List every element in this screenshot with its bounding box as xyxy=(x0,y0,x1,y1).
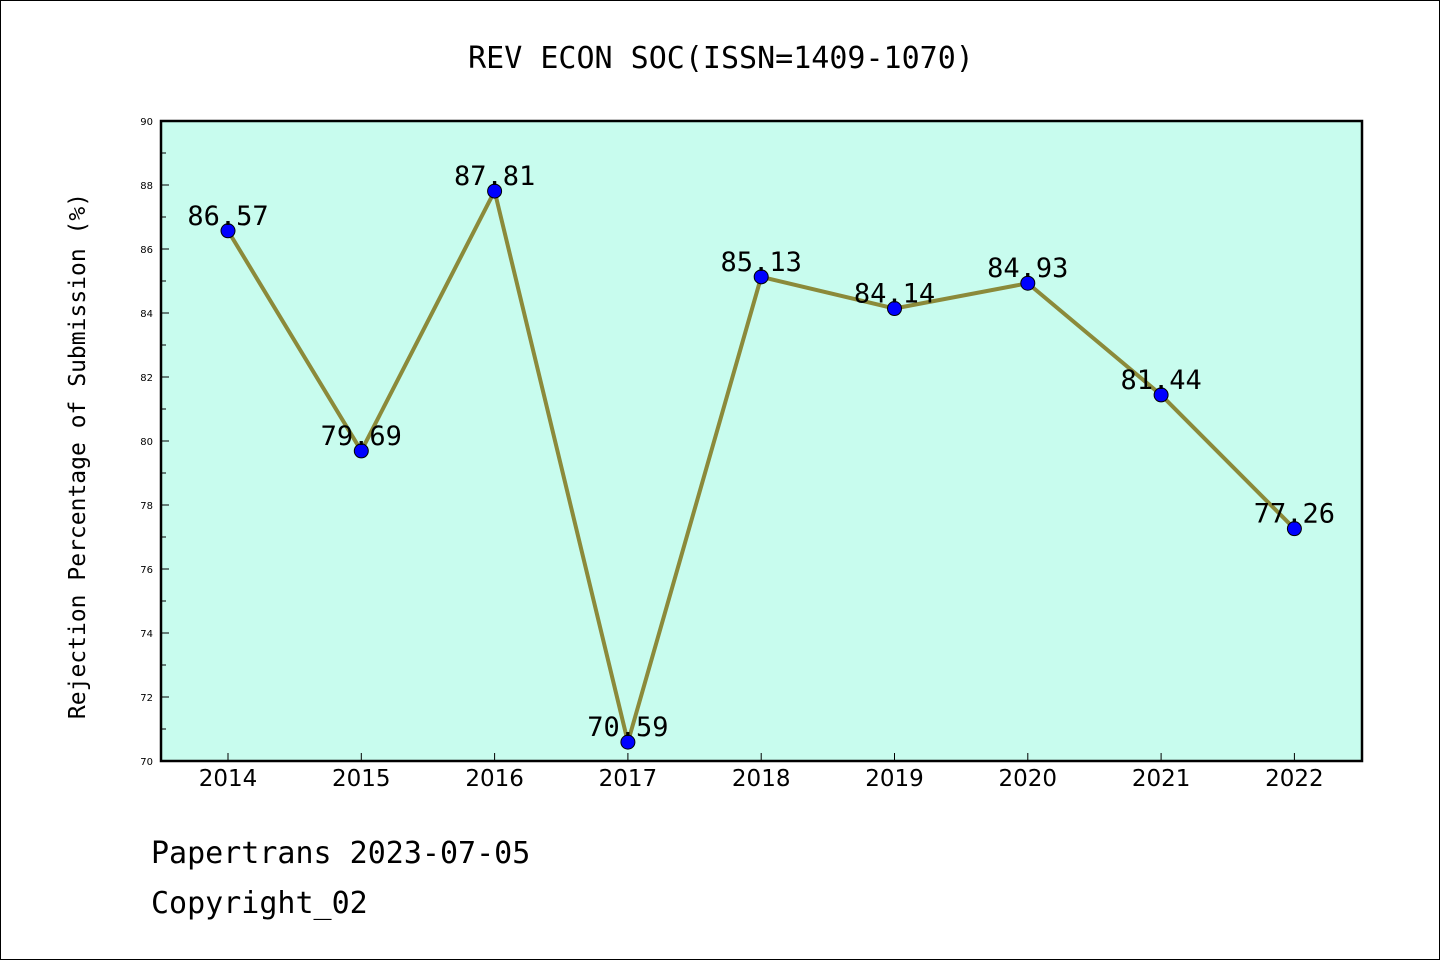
y-tick-label: 72 xyxy=(140,693,153,704)
y-tick-label: 70 xyxy=(140,757,153,768)
y-tick-label: 76 xyxy=(140,565,153,576)
data-label-2019: 84.14 xyxy=(854,279,935,310)
x-tick-label: 2022 xyxy=(1265,766,1324,792)
data-label-2014: 86.57 xyxy=(187,201,268,232)
x-tick-label: 2019 xyxy=(865,766,924,792)
data-point-2019 xyxy=(887,301,902,317)
x-tick-label: 2021 xyxy=(1132,766,1191,792)
plot-background xyxy=(161,121,1362,761)
chart-title: REV ECON SOC(ISSN=1409-1070) xyxy=(468,41,974,76)
data-label-2020: 84.93 xyxy=(987,253,1068,284)
data-point-2017 xyxy=(620,734,636,750)
y-tick-label: 84 xyxy=(140,309,153,320)
data-label-2017: 70.59 xyxy=(587,712,668,743)
plot-border xyxy=(159,119,1364,763)
x-tick-label: 2014 xyxy=(199,766,258,792)
x-tick-label: 2016 xyxy=(465,766,524,792)
y-tick-label: 82 xyxy=(140,373,153,384)
y-tick-label: 88 xyxy=(140,181,153,192)
data-point-2022 xyxy=(1286,521,1302,537)
data-label-2021: 81.44 xyxy=(1120,365,1201,396)
x-tick-label: 2017 xyxy=(599,766,658,792)
footer-credit: Papertrans 2023-07-05 xyxy=(151,836,531,871)
x-tick-label: 2020 xyxy=(999,766,1058,792)
data-point-2018 xyxy=(753,269,769,285)
data-label-2022: 77.26 xyxy=(1254,499,1335,530)
data-point-2016 xyxy=(487,183,503,199)
y-tick-label: 80 xyxy=(140,437,153,448)
data-point-2014 xyxy=(220,223,236,239)
data-label-2018: 85.13 xyxy=(721,247,802,278)
y-tick-label: 78 xyxy=(140,501,153,512)
x-tick-label: 2018 xyxy=(732,766,791,792)
data-point-2020 xyxy=(1020,275,1036,291)
data-label-2016: 87.81 xyxy=(454,161,535,192)
data-label-2015: 79.69 xyxy=(321,421,402,452)
plot-area: 70 72 74 76 78 80 82 84 86 88 90 2014 2015 2016 2017 20… xyxy=(140,117,1364,792)
y-tick-label: 90 xyxy=(140,117,153,128)
footer-copyright: Copyright_02 xyxy=(151,886,368,921)
y-tick-label: 74 xyxy=(140,629,153,640)
x-tick-label: 2015 xyxy=(332,766,391,792)
data-point-2015 xyxy=(353,443,369,459)
data-point-2021 xyxy=(1153,387,1169,403)
y-axis-label: Rejection Percentage of Submission (%) xyxy=(65,193,91,719)
y-tick-label: 86 xyxy=(140,245,153,256)
